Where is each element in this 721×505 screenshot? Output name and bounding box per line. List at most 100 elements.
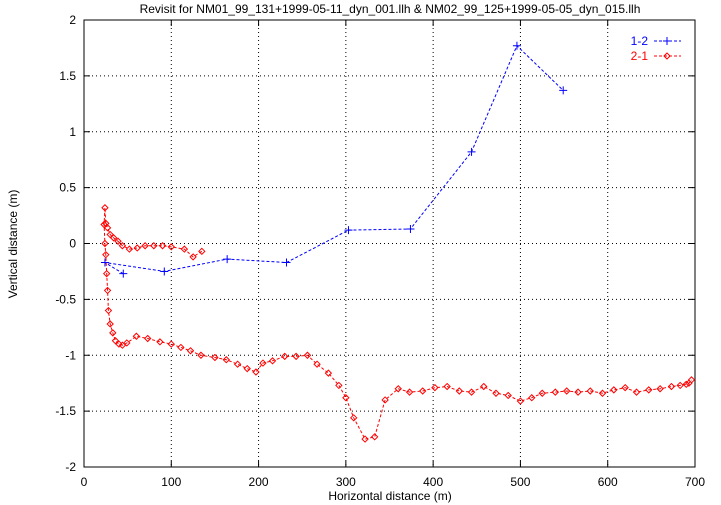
data-point bbox=[104, 306, 113, 315]
data-point bbox=[361, 435, 369, 443]
chart-title: Revisit for NM01_99_131+1999-05-11_dyn_0… bbox=[140, 2, 641, 16]
data-point bbox=[100, 220, 108, 229]
data-point bbox=[160, 267, 169, 276]
data-point bbox=[158, 242, 167, 250]
data-point bbox=[551, 388, 560, 396]
data-point bbox=[687, 376, 696, 384]
x-tick-label: 0 bbox=[81, 475, 88, 489]
x-tick-label: 200 bbox=[249, 475, 269, 489]
y-tick-label: 1.5 bbox=[59, 69, 76, 83]
data-point bbox=[259, 359, 267, 367]
y-tick-label: -0.5 bbox=[55, 292, 76, 306]
x-tick-label: 300 bbox=[336, 475, 356, 489]
data-point bbox=[538, 389, 546, 397]
data-point bbox=[381, 396, 389, 404]
y-tick-label: -2 bbox=[65, 460, 76, 474]
data-point bbox=[303, 351, 312, 359]
legend: 1-22-1 bbox=[631, 34, 681, 63]
data-point bbox=[562, 387, 571, 395]
data-point bbox=[467, 388, 476, 396]
legend-label: 2-1 bbox=[631, 49, 649, 63]
x-tick-label: 400 bbox=[423, 475, 443, 489]
series bbox=[100, 41, 696, 443]
data-point bbox=[156, 338, 164, 346]
data-point bbox=[350, 414, 358, 422]
data-point bbox=[394, 385, 402, 393]
data-point bbox=[132, 332, 141, 340]
data-point bbox=[656, 385, 664, 393]
data-point bbox=[114, 237, 122, 245]
data-point bbox=[492, 389, 500, 397]
series-line bbox=[104, 44, 564, 275]
data-point bbox=[512, 41, 521, 50]
data-point bbox=[559, 86, 568, 95]
data-point bbox=[504, 391, 512, 400]
x-tick-label: 100 bbox=[161, 475, 181, 489]
data-point bbox=[106, 230, 114, 239]
data-point bbox=[102, 269, 111, 278]
data-point bbox=[370, 433, 379, 441]
data-point bbox=[189, 253, 197, 261]
data-point bbox=[144, 334, 152, 343]
data-point bbox=[125, 245, 134, 253]
y-tick-label: -1.5 bbox=[55, 404, 76, 418]
data-point bbox=[324, 369, 333, 377]
y-tick-label: -1 bbox=[65, 348, 76, 362]
data-point bbox=[233, 360, 242, 368]
y-tick-label: 0 bbox=[69, 237, 76, 251]
data-point bbox=[405, 388, 414, 396]
data-point bbox=[313, 360, 321, 368]
data-point bbox=[663, 52, 671, 60]
data-point bbox=[243, 364, 251, 373]
data-point bbox=[663, 37, 671, 45]
x-tick-label: 500 bbox=[510, 475, 530, 489]
data-point bbox=[282, 258, 291, 267]
data-point bbox=[610, 386, 618, 394]
data-point bbox=[222, 356, 230, 364]
data-point bbox=[186, 347, 195, 355]
data-point bbox=[119, 269, 128, 278]
data-point bbox=[418, 387, 427, 395]
legend-label: 1-2 bbox=[631, 34, 649, 48]
data-point bbox=[197, 351, 205, 359]
data-point bbox=[177, 343, 185, 352]
data-point bbox=[167, 243, 175, 251]
data-point bbox=[480, 382, 488, 391]
data-point bbox=[141, 242, 149, 250]
data-point bbox=[123, 339, 131, 347]
data-point bbox=[344, 226, 353, 235]
y-tick-label: 0.5 bbox=[59, 181, 76, 195]
data-point bbox=[109, 234, 118, 242]
data-point bbox=[106, 320, 114, 328]
data-point bbox=[103, 286, 112, 295]
data-point bbox=[268, 357, 277, 365]
data-point bbox=[431, 383, 439, 392]
data-point bbox=[100, 258, 109, 267]
grid bbox=[84, 20, 695, 467]
series-line bbox=[103, 207, 692, 440]
data-point bbox=[167, 340, 175, 348]
data-point bbox=[180, 245, 189, 253]
data-point bbox=[467, 147, 476, 156]
data-point bbox=[150, 242, 158, 250]
series-1-2 bbox=[100, 41, 568, 278]
data-point bbox=[406, 224, 415, 233]
y-tick-label: 2 bbox=[69, 13, 76, 27]
axis-ticks: 0 100 200 300 400 500 600 700 -2 -1.5 -1 -0.5 0 0.5 1 1… bbox=[55, 13, 705, 489]
data-point bbox=[101, 239, 109, 248]
data-point bbox=[574, 388, 582, 396]
series-2-1 bbox=[100, 204, 696, 443]
data-point bbox=[455, 387, 464, 395]
data-point bbox=[516, 397, 525, 405]
data-point bbox=[682, 380, 690, 389]
data-point bbox=[528, 394, 536, 402]
data-point bbox=[109, 329, 117, 337]
data-point bbox=[281, 352, 289, 361]
data-point bbox=[667, 382, 676, 391]
data-point bbox=[292, 352, 300, 361]
data-point bbox=[223, 255, 232, 264]
data-point bbox=[586, 387, 594, 395]
data-point bbox=[102, 250, 110, 259]
